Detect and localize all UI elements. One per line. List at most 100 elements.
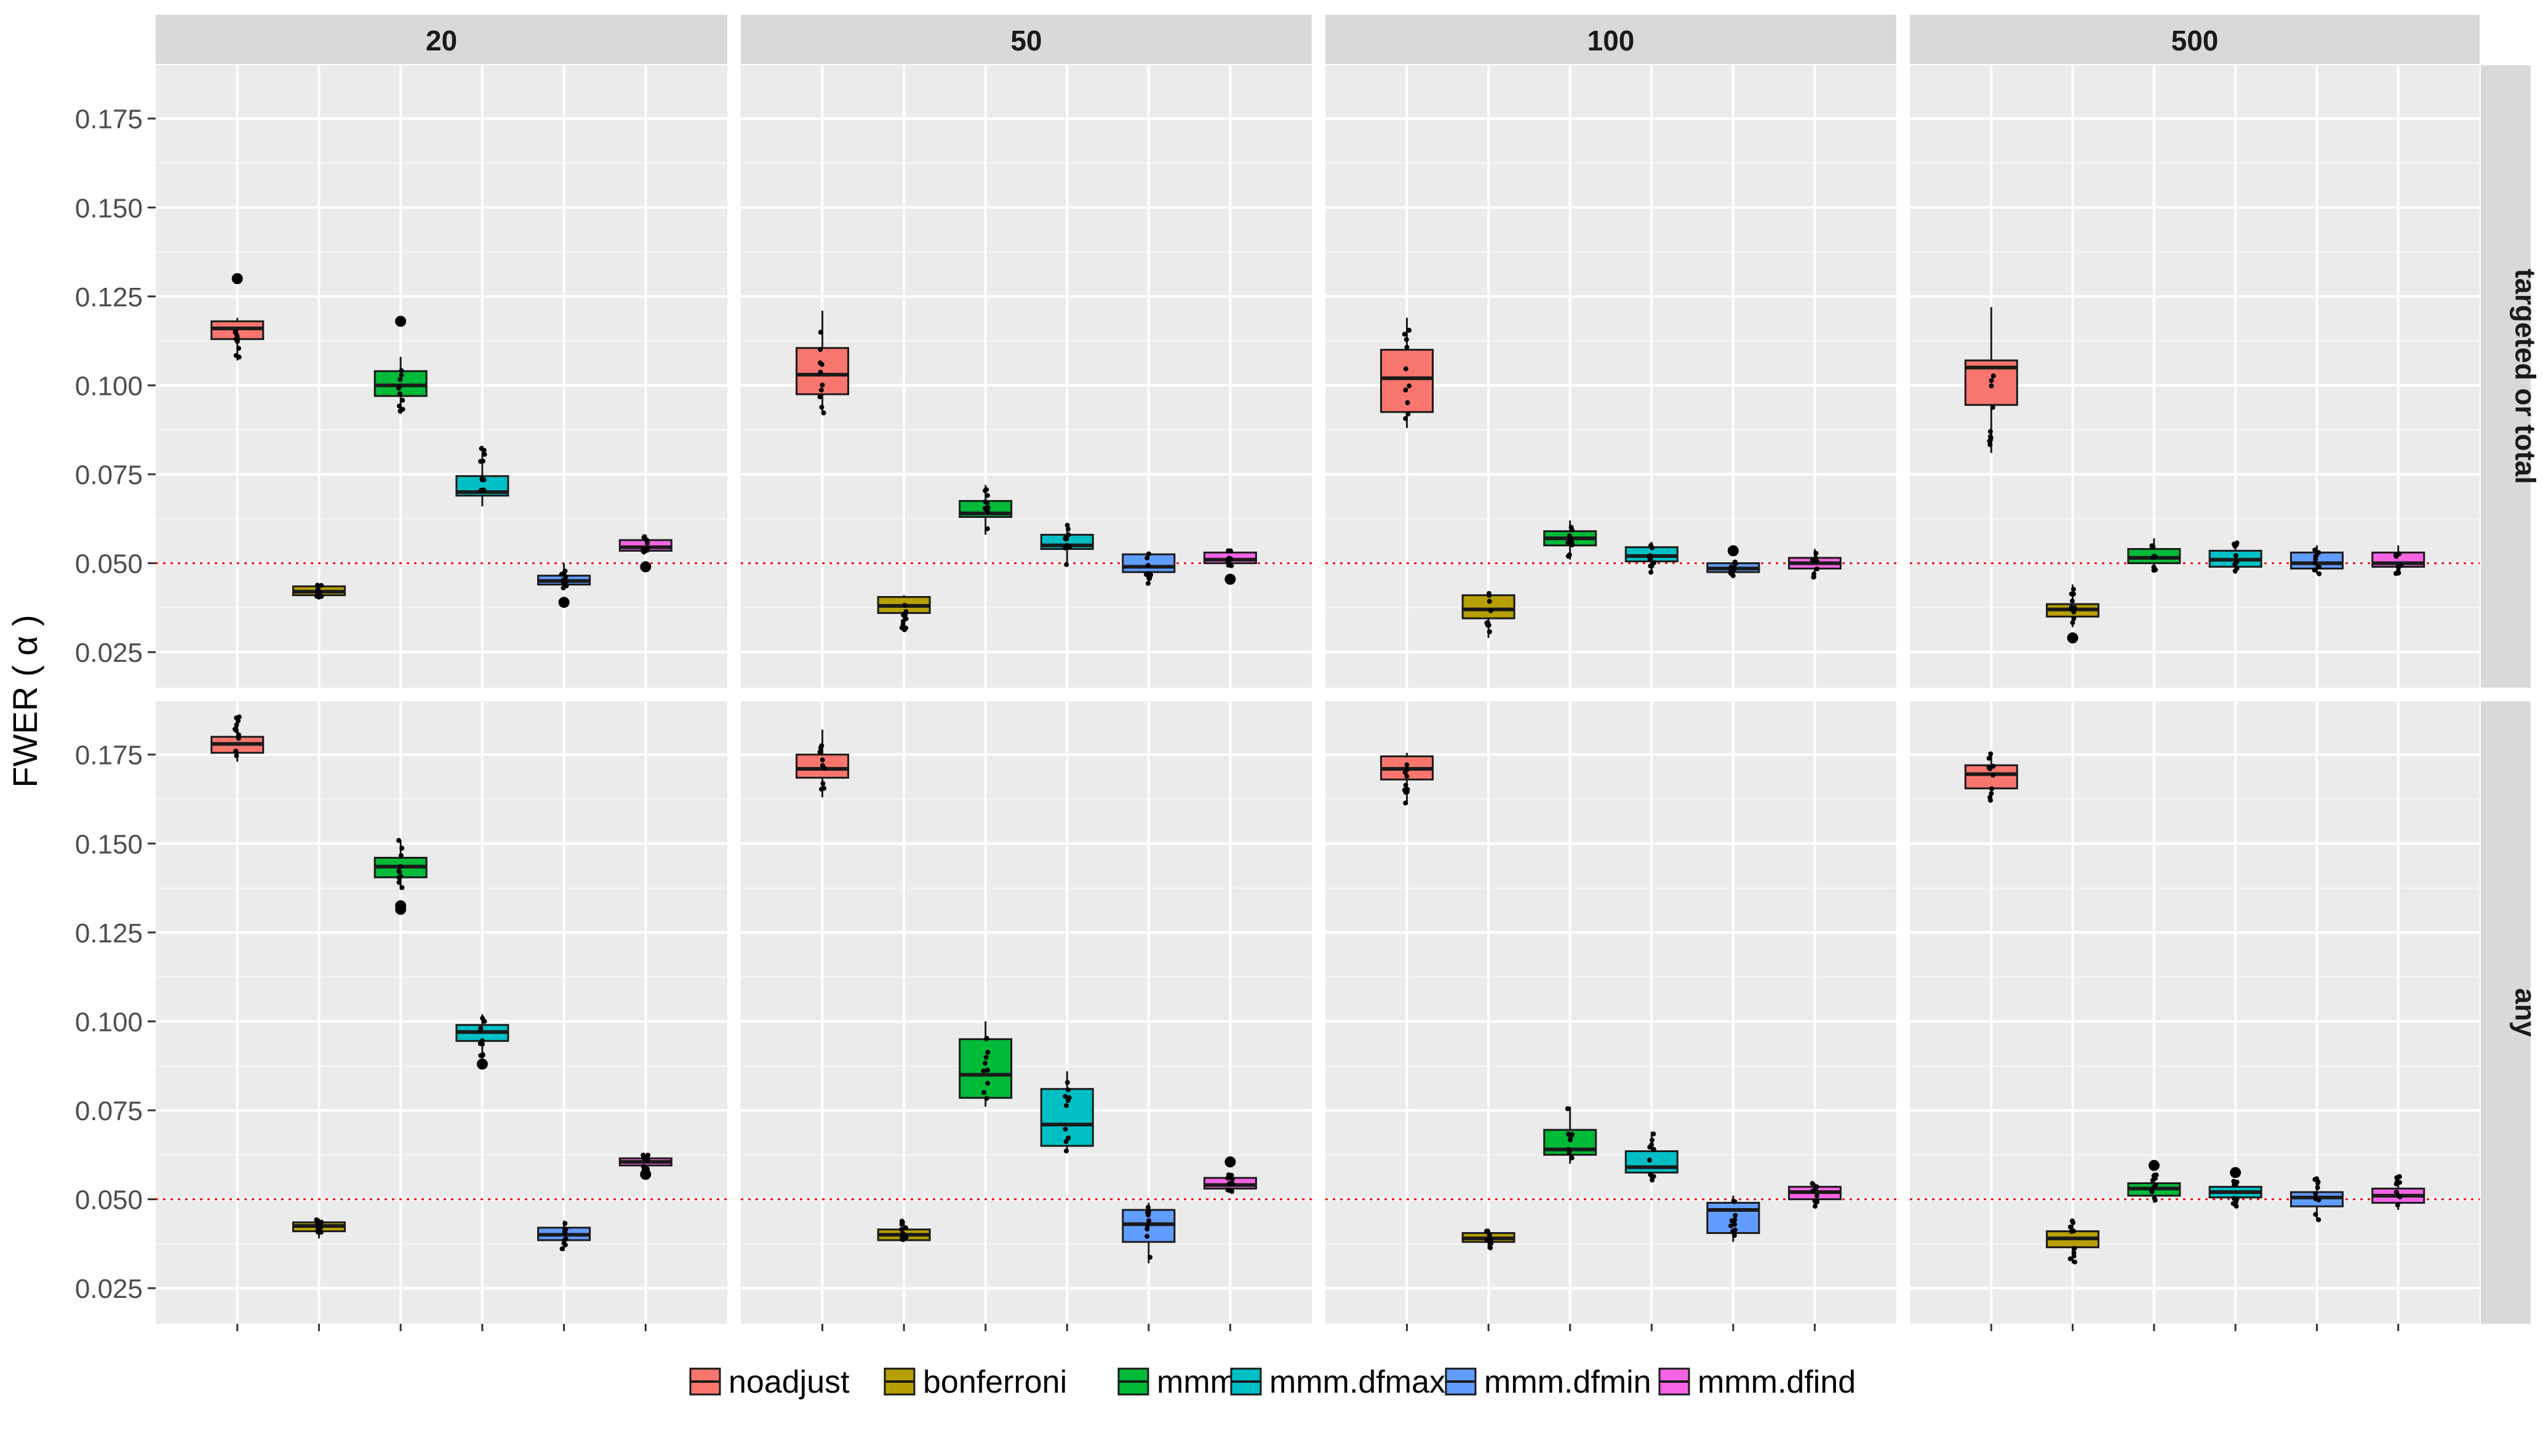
sample-point xyxy=(1813,555,1819,561)
sample-point xyxy=(1987,766,1992,771)
box-mmm.dfmax xyxy=(1040,522,1094,567)
panel-background xyxy=(156,65,727,688)
sample-point xyxy=(1733,561,1738,567)
sample-point xyxy=(2397,1194,2403,1199)
outlier-point xyxy=(558,597,570,608)
sample-point xyxy=(234,334,240,340)
sample-point xyxy=(1731,1233,1737,1238)
box-mmm.dfmin xyxy=(537,563,591,608)
sample-point xyxy=(1064,1080,1070,1085)
sample-point xyxy=(2067,1256,2073,1262)
sample-point xyxy=(2071,591,2077,597)
box-body xyxy=(1380,349,1434,413)
sample-point xyxy=(1570,527,1575,533)
box-mmm.dfind xyxy=(1203,548,1257,585)
legend-item-mmm: mmm xyxy=(1117,1364,1237,1400)
sample-point xyxy=(1488,608,1493,613)
y-tick-label: 0.125 xyxy=(75,282,143,312)
legend-label: noadjust xyxy=(729,1364,850,1400)
sample-point xyxy=(2395,564,2401,570)
sample-point xyxy=(1650,1177,1655,1183)
sample-point xyxy=(2312,547,2318,553)
sample-point xyxy=(1989,378,1994,383)
sample-point xyxy=(903,609,909,615)
sample-point xyxy=(1144,1223,1150,1228)
box-mmm.dfind xyxy=(1203,1156,1257,1195)
sample-point xyxy=(316,588,321,594)
legend-item-mmm.dfind: mmm.dfind xyxy=(1658,1364,1856,1400)
sample-point xyxy=(2149,543,2155,549)
sample-point xyxy=(234,722,239,728)
sample-point xyxy=(2069,1228,2074,1234)
sample-point xyxy=(1403,416,1408,421)
sample-point xyxy=(2149,1187,2154,1193)
sample-point xyxy=(1067,544,1072,549)
y-tick-label: 0.075 xyxy=(75,1096,143,1126)
sample-point xyxy=(2069,607,2074,612)
sample-point xyxy=(820,382,825,388)
sample-point xyxy=(818,388,824,393)
box-mmm.dfind xyxy=(2371,545,2425,576)
sample-point xyxy=(480,458,485,464)
box-noadjust xyxy=(1380,752,1434,806)
sample-point xyxy=(480,1016,485,1021)
sample-point xyxy=(2070,598,2075,603)
sample-point xyxy=(236,346,241,351)
box-mmm.dfmax xyxy=(1040,1071,1094,1154)
legend-item-mmm.dfmin: mmm.dfmin xyxy=(1445,1364,1651,1400)
sample-point xyxy=(236,714,242,720)
box-bonferroni xyxy=(1461,591,1515,638)
sample-point xyxy=(2313,1212,2318,1217)
sample-point xyxy=(234,728,239,733)
sample-point xyxy=(1065,1098,1071,1104)
sample-point xyxy=(564,583,569,589)
sample-point xyxy=(1565,1106,1570,1112)
sample-point xyxy=(1650,545,1655,551)
sample-point xyxy=(397,391,402,397)
sample-point xyxy=(1487,1233,1492,1238)
panel-any-20 xyxy=(156,701,727,1324)
sample-point xyxy=(1567,533,1572,539)
legend-label: mmm.dfmax xyxy=(1269,1364,1445,1400)
outlier-point xyxy=(1224,573,1236,585)
sample-point xyxy=(1064,522,1070,528)
panel-background xyxy=(741,701,1312,1324)
sample-point xyxy=(1813,1203,1818,1209)
sample-point xyxy=(317,1220,323,1225)
sample-point xyxy=(1733,1212,1738,1218)
sample-point xyxy=(396,386,401,391)
legend-item-mmm.dfmax: mmm.dfmax xyxy=(1230,1364,1445,1400)
sample-point xyxy=(1403,782,1408,788)
sample-point xyxy=(1229,1176,1235,1182)
sample-point xyxy=(1649,563,1655,569)
sample-point xyxy=(1731,567,1737,572)
sample-point xyxy=(1728,570,1733,576)
sample-point xyxy=(559,1246,565,1252)
sample-point xyxy=(1146,1211,1151,1216)
legend-label: mmm xyxy=(1157,1364,1237,1400)
sample-point xyxy=(1648,553,1653,559)
sample-point xyxy=(1732,1217,1738,1223)
sample-point xyxy=(234,753,239,758)
sample-point xyxy=(1488,1237,1493,1243)
facet-strips-layer: 20 50 100 500 targeted or total any xyxy=(156,15,2542,1324)
sample-point xyxy=(1566,1131,1571,1137)
box-noadjust xyxy=(796,730,850,798)
sample-point xyxy=(981,1089,987,1095)
sample-point xyxy=(2396,570,2401,576)
sample-point xyxy=(2313,1196,2318,1201)
sample-point xyxy=(319,583,324,588)
sample-point xyxy=(1403,800,1408,806)
sample-point xyxy=(1403,790,1408,795)
sample-point xyxy=(1565,539,1571,545)
sample-point xyxy=(817,749,823,755)
sample-point xyxy=(1569,1155,1575,1161)
sample-point xyxy=(1403,388,1408,393)
column-strip-50 xyxy=(741,15,1312,64)
sample-point xyxy=(1988,751,1994,757)
sample-point xyxy=(398,873,404,879)
sample-point xyxy=(2233,553,2238,559)
sample-point xyxy=(1565,1147,1571,1152)
box-bonferroni xyxy=(2046,1218,2100,1265)
sample-point xyxy=(236,718,241,723)
